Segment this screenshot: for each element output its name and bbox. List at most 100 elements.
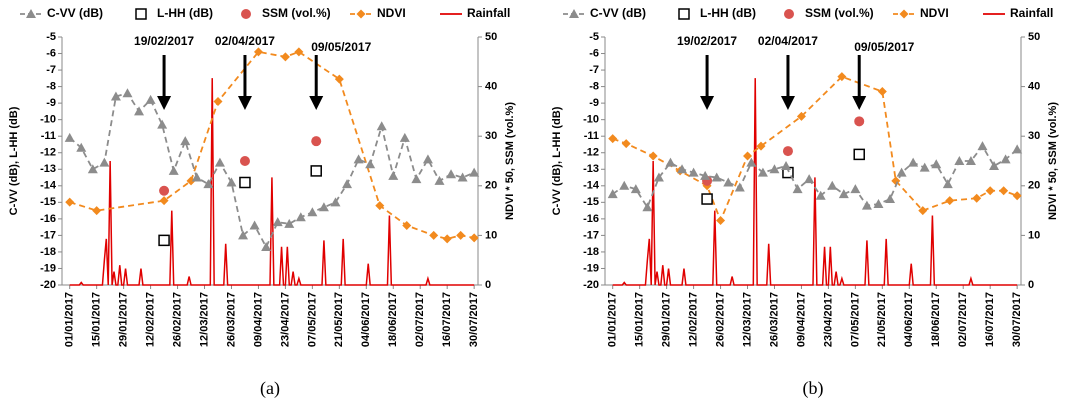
annotation-label: 02/04/2017 (215, 34, 275, 48)
triangle-marker (723, 177, 734, 187)
triangle-marker (353, 154, 364, 164)
square-marker (853, 148, 865, 161)
triangle-marker (434, 175, 445, 185)
circle-marker (241, 9, 251, 19)
diamond-marker (429, 230, 439, 240)
x-tick-label: 15/01/2017 (634, 292, 646, 347)
x-tick-label: 29/01/2017 (118, 292, 130, 347)
diamond-marker (648, 151, 658, 161)
y-tick-label: -20 (40, 279, 56, 291)
triangle-marker (677, 164, 688, 174)
circle-marker (159, 185, 170, 196)
y-tick-label: -15 (40, 196, 56, 208)
y-tick-label: -6 (46, 47, 56, 59)
diamond-marker (877, 87, 887, 97)
triangle-marker (931, 159, 942, 169)
annotation-arrowhead (237, 96, 252, 110)
diamond-marker (716, 216, 726, 226)
y-tick-label: -5 (589, 31, 599, 43)
triangle-marker (457, 172, 468, 182)
triangle-marker (746, 157, 757, 167)
y-tick-label: -9 (46, 97, 56, 109)
triangle-marker (168, 165, 179, 175)
diamond-marker (294, 47, 304, 57)
diamond-marker (469, 233, 479, 243)
circle-marker (782, 146, 793, 157)
triangle-marker (861, 200, 872, 210)
diamond-marker (608, 134, 618, 144)
y2-tick-label: 10 (485, 229, 497, 241)
legend-label: SSM (vol.%) (262, 6, 331, 20)
x-tick-label: 12/02/2017 (144, 292, 156, 347)
y-tick-label: -19 (583, 262, 599, 274)
annotation-label: 19/02/2017 (134, 34, 194, 48)
triangle-marker (422, 154, 433, 164)
y-axis-label: C-VV (dB), L-HH (dB) (8, 106, 20, 215)
y-tick-label: -13 (583, 163, 599, 175)
x-tick-label: 02/07/2017 (414, 292, 426, 347)
annotation-label: 09/05/2017 (311, 40, 371, 54)
triangle-marker (954, 156, 965, 165)
x-tick-label: 16/07/2017 (984, 292, 996, 347)
diamond-marker (456, 230, 466, 240)
y-tick-label: -18 (583, 246, 599, 258)
circle-marker (239, 156, 250, 166)
annotation-label: 09/05/2017 (854, 40, 914, 54)
triangle-marker (238, 230, 249, 240)
annotation-label: 02/04/2017 (758, 34, 818, 48)
y-tick-label: -9 (589, 97, 599, 109)
circle-marker (854, 116, 865, 127)
triangle-marker (318, 202, 329, 212)
y-tick-label: -8 (589, 81, 599, 93)
diamond-marker (985, 186, 995, 196)
chart-panel: -20 -19 -18 -17 -16 -15 -14 -13 -12 -11 -10 -9 -8 -7 -… (551, 6, 1059, 399)
triangle-marker (630, 184, 641, 194)
x-tick-label: 18/06/2017 (930, 292, 942, 347)
y2-axis-label: NDVI * 50, SSM (vol.%) (1047, 102, 1059, 220)
diamond-marker (743, 151, 753, 161)
y2-tick-label: 40 (485, 81, 497, 93)
diamond-marker (92, 206, 102, 216)
diamond-marker (899, 9, 909, 19)
y-tick-label: -14 (583, 180, 600, 192)
diamond-marker (972, 193, 982, 203)
diamond-marker (756, 141, 766, 151)
x-tick-label: 15/01/2017 (91, 292, 103, 347)
triangle-marker (711, 172, 722, 182)
x-tick-label: 30/07/2017 (1011, 292, 1023, 347)
square-marker (678, 8, 690, 20)
y-tick-label: -14 (40, 180, 57, 192)
x-tick-label: 02/07/2017 (957, 292, 969, 347)
triangle-marker (180, 136, 191, 146)
triangle-marker (838, 189, 849, 199)
legend-label: L-HH (dB) (700, 6, 756, 20)
triangle-marker (307, 207, 318, 217)
legend-label: Rainfall (1010, 6, 1053, 20)
y-tick-label: -16 (583, 213, 599, 225)
triangle-marker (99, 157, 110, 167)
series-line (612, 144, 1018, 210)
diamond-marker (65, 197, 75, 207)
x-tick-label: 12/03/2017 (198, 292, 210, 347)
triangle-marker (873, 198, 884, 208)
x-tick-label: 26/02/2017 (171, 292, 183, 347)
panel-label: (b) (803, 378, 824, 399)
y-tick-label: -17 (583, 229, 599, 241)
series-line (69, 50, 475, 240)
y-tick-label: -16 (40, 213, 56, 225)
annotation-arrowhead (700, 96, 715, 110)
triangle-marker (295, 212, 306, 222)
triangle-marker (942, 179, 953, 189)
triangle-marker (145, 94, 156, 104)
triangle-marker (446, 169, 457, 179)
y-tick-label: -12 (583, 147, 599, 159)
series-line (69, 92, 475, 249)
legend-label: L-HH (dB) (157, 6, 213, 20)
y-tick-label: -12 (40, 147, 56, 159)
diamond-marker (375, 201, 385, 211)
series-line (612, 78, 1018, 286)
diamond-marker (402, 220, 412, 230)
x-tick-label: 21/05/2017 (876, 292, 888, 347)
diamond-marker (1012, 191, 1022, 201)
